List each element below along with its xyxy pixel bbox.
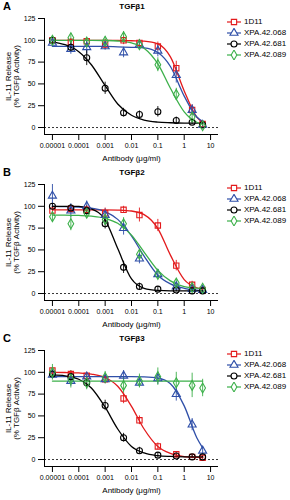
- svg-text:0.001: 0.001: [96, 474, 114, 481]
- svg-text:25: 25: [28, 102, 36, 109]
- svg-text:10: 10: [207, 308, 215, 315]
- svg-text:IL-11 Release(% TGFβ Activity): IL-11 Release(% TGFβ Activity): [4, 211, 21, 274]
- html-text:XPA.42.681: XPA.42.681: [244, 371, 287, 380]
- svg-text:100: 100: [24, 369, 36, 376]
- svg-text:10: 10: [207, 142, 215, 149]
- svg-text:125: 125: [24, 181, 36, 188]
- html-text:XPA.42.089: XPA.42.089: [244, 50, 287, 59]
- svg-text:50: 50: [28, 412, 36, 419]
- html-text:1D11: 1D11: [244, 183, 263, 192]
- svg-text:0.1: 0.1: [153, 308, 163, 315]
- svg-text:Antibody (μg/ml): Antibody (μg/ml): [102, 154, 161, 163]
- html-text:XPA.42.068: XPA.42.068: [244, 194, 287, 203]
- svg-text:0.001: 0.001: [96, 308, 114, 315]
- svg-text:10: 10: [207, 474, 215, 481]
- svg-text:1: 1: [182, 142, 186, 149]
- svg-text:Antibody (μg/ml): Antibody (μg/ml): [102, 486, 161, 495]
- svg-text:125: 125: [24, 347, 36, 354]
- html-text:TGFβ2: TGFβ2: [119, 168, 145, 177]
- svg-text:25: 25: [28, 268, 36, 275]
- svg-text:Antibody (μg/ml): Antibody (μg/ml): [102, 320, 161, 329]
- svg-text:1: 1: [182, 308, 186, 315]
- svg-text:0.00001: 0.00001: [40, 142, 65, 149]
- html-text:XPA.42.089: XPA.42.089: [244, 382, 287, 391]
- svg-text:1: 1: [182, 474, 186, 481]
- html-text:1D11: 1D11: [244, 349, 263, 358]
- svg-text:0.00001: 0.00001: [40, 308, 65, 315]
- html-text:TGFβ3: TGFβ3: [119, 334, 145, 343]
- svg-text:100: 100: [24, 203, 36, 210]
- svg-text:100: 100: [24, 37, 36, 44]
- html-text:C: C: [3, 332, 11, 344]
- svg-text:50: 50: [28, 80, 36, 87]
- svg-text:0.001: 0.001: [96, 142, 114, 149]
- svg-text:25: 25: [28, 434, 36, 441]
- html-text:1D11: 1D11: [244, 17, 263, 26]
- svg-text:0.1: 0.1: [153, 142, 163, 149]
- html-text:A: A: [3, 0, 11, 12]
- svg-text:75: 75: [28, 224, 36, 231]
- html-text:XPA.42.068: XPA.42.068: [244, 360, 287, 369]
- svg-text:IL-11 Release(% TGFβ Activity): IL-11 Release(% TGFβ Activity): [4, 45, 21, 108]
- svg-text:0: 0: [32, 124, 36, 131]
- svg-text:75: 75: [28, 58, 36, 65]
- html-text:TGFβ1: TGFβ1: [119, 2, 145, 11]
- svg-text:0.0001: 0.0001: [68, 142, 90, 149]
- svg-text:0.0001: 0.0001: [68, 308, 90, 315]
- svg-text:75: 75: [28, 390, 36, 397]
- svg-text:50: 50: [28, 246, 36, 253]
- html-text:XPA.42.681: XPA.42.681: [244, 39, 287, 48]
- svg-text:0.0001: 0.0001: [68, 474, 90, 481]
- html-text:XPA.42.089: XPA.42.089: [244, 216, 287, 225]
- svg-text:0.01: 0.01: [125, 474, 139, 481]
- svg-text:0: 0: [32, 290, 36, 297]
- svg-text:0: 0: [32, 456, 36, 463]
- svg-text:0.01: 0.01: [125, 308, 139, 315]
- svg-text:0.1: 0.1: [153, 474, 163, 481]
- svg-text:0.00001: 0.00001: [40, 474, 65, 481]
- html-text:B: B: [3, 166, 11, 178]
- html-text:XPA.42.681: XPA.42.681: [244, 205, 287, 214]
- html-text:XPA.42.068: XPA.42.068: [244, 28, 287, 37]
- svg-text:IL-11 Release(% TGFβ Activity): IL-11 Release(% TGFβ Activity): [4, 377, 21, 440]
- svg-text:125: 125: [24, 15, 36, 22]
- svg-text:0.01: 0.01: [125, 142, 139, 149]
